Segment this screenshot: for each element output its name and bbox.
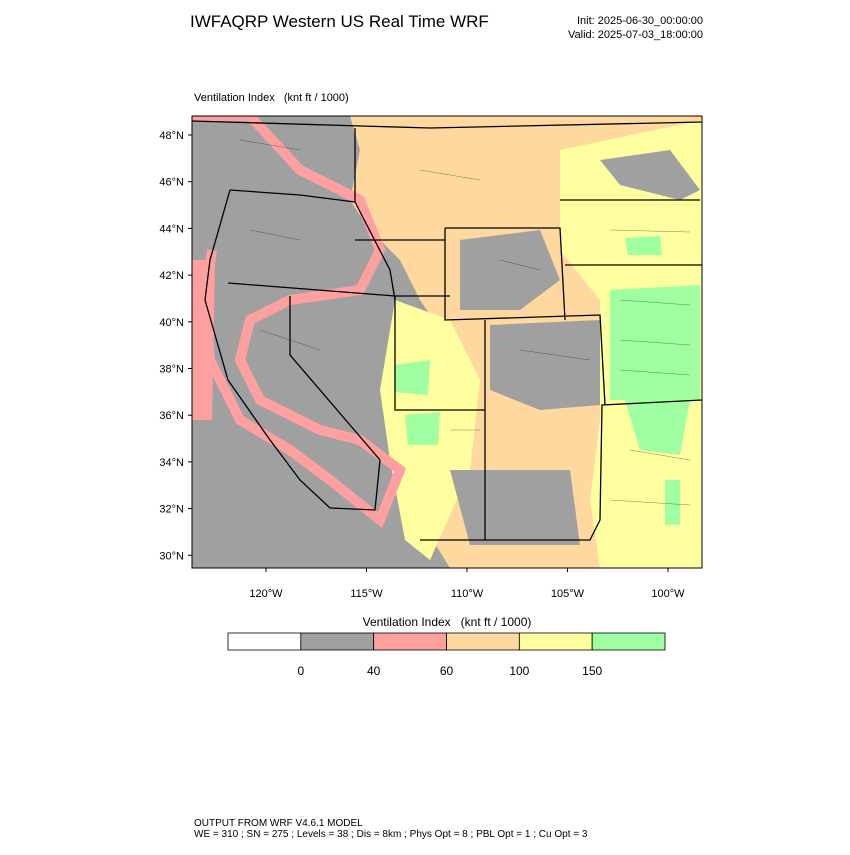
colorbar-label: 0 xyxy=(297,664,304,678)
colorbar-box xyxy=(446,632,520,651)
colorbar-box xyxy=(373,632,447,651)
field-green-ut xyxy=(395,360,430,395)
colorbar-box xyxy=(518,632,593,651)
county-borders xyxy=(239,139,691,506)
lat-label: 44°N xyxy=(159,223,184,235)
field-pink-coast xyxy=(192,260,215,420)
title: IWFAQRP Western US Real Time WRF xyxy=(190,12,489,31)
field-gray-wy xyxy=(460,230,560,310)
lon-label: 100°W xyxy=(651,588,685,600)
colorbar-label: 40 xyxy=(367,664,381,678)
lat-label: 32°N xyxy=(159,504,184,516)
colorbar-label: 100 xyxy=(509,664,529,678)
lat-label: 30°N xyxy=(159,550,184,562)
field-green-sd xyxy=(625,236,662,255)
lon-label: 115°W xyxy=(350,588,383,600)
lat-label: 38°N xyxy=(159,364,184,376)
field-gray-nd xyxy=(600,150,700,200)
field-pink-band xyxy=(192,116,407,529)
lat-label: 34°N xyxy=(159,457,184,469)
colorbar-box xyxy=(227,632,302,651)
footer-line2: WE = 310 ; SN = 275 ; Levels = 38 ; Dis … xyxy=(194,829,588,840)
map-label: Ventilation Index (knt ft / 1000) xyxy=(194,92,349,104)
colorbar: 0 40 60 100 150 xyxy=(227,632,666,678)
field-green-az xyxy=(405,412,440,445)
lon-axis: 120°W 115°W 110°W 105°W 100°W xyxy=(249,568,685,600)
lon-label: 105°W xyxy=(551,588,585,600)
lon-label: 120°W xyxy=(249,588,283,600)
lat-label: 46°N xyxy=(159,177,184,189)
colorbar-title: Ventilation Index (knt ft / 1000) xyxy=(363,615,532,629)
lat-label: 42°N xyxy=(159,270,184,282)
field-green-tx xyxy=(665,480,680,525)
colorbar-box xyxy=(591,632,666,651)
field-gray-nm xyxy=(450,470,580,545)
footer-line1: OUTPUT FROM WRF V4.6.1 MODEL xyxy=(194,818,363,829)
colorbar-label: 60 xyxy=(440,664,454,678)
map-frame xyxy=(191,115,703,569)
lat-label: 36°N xyxy=(159,410,184,422)
lat-axis: 48°N 46°N 44°N 42°N 40°N 38°N 36°N 34°N 32°N 30°N xyxy=(159,130,192,562)
field-gray-co xyxy=(490,320,600,410)
map-field xyxy=(192,116,702,568)
valid-time: Valid: 2025-07-03_18:00:00 xyxy=(568,29,703,41)
lat-label: 48°N xyxy=(159,130,184,142)
map: 48°N 46°N 44°N 42°N 40°N 38°N 36°N 34°N 32°N 30°N… xyxy=(159,115,703,600)
lon-label: 110°W xyxy=(451,588,484,600)
colorbar-box xyxy=(300,632,375,651)
state-borders xyxy=(192,120,702,541)
field-green-ok xyxy=(625,400,690,455)
lat-label: 40°N xyxy=(159,317,184,329)
colorbar-label: 150 xyxy=(582,664,602,678)
init-time: Init: 2025-06-30_00:00:00 xyxy=(577,15,703,27)
